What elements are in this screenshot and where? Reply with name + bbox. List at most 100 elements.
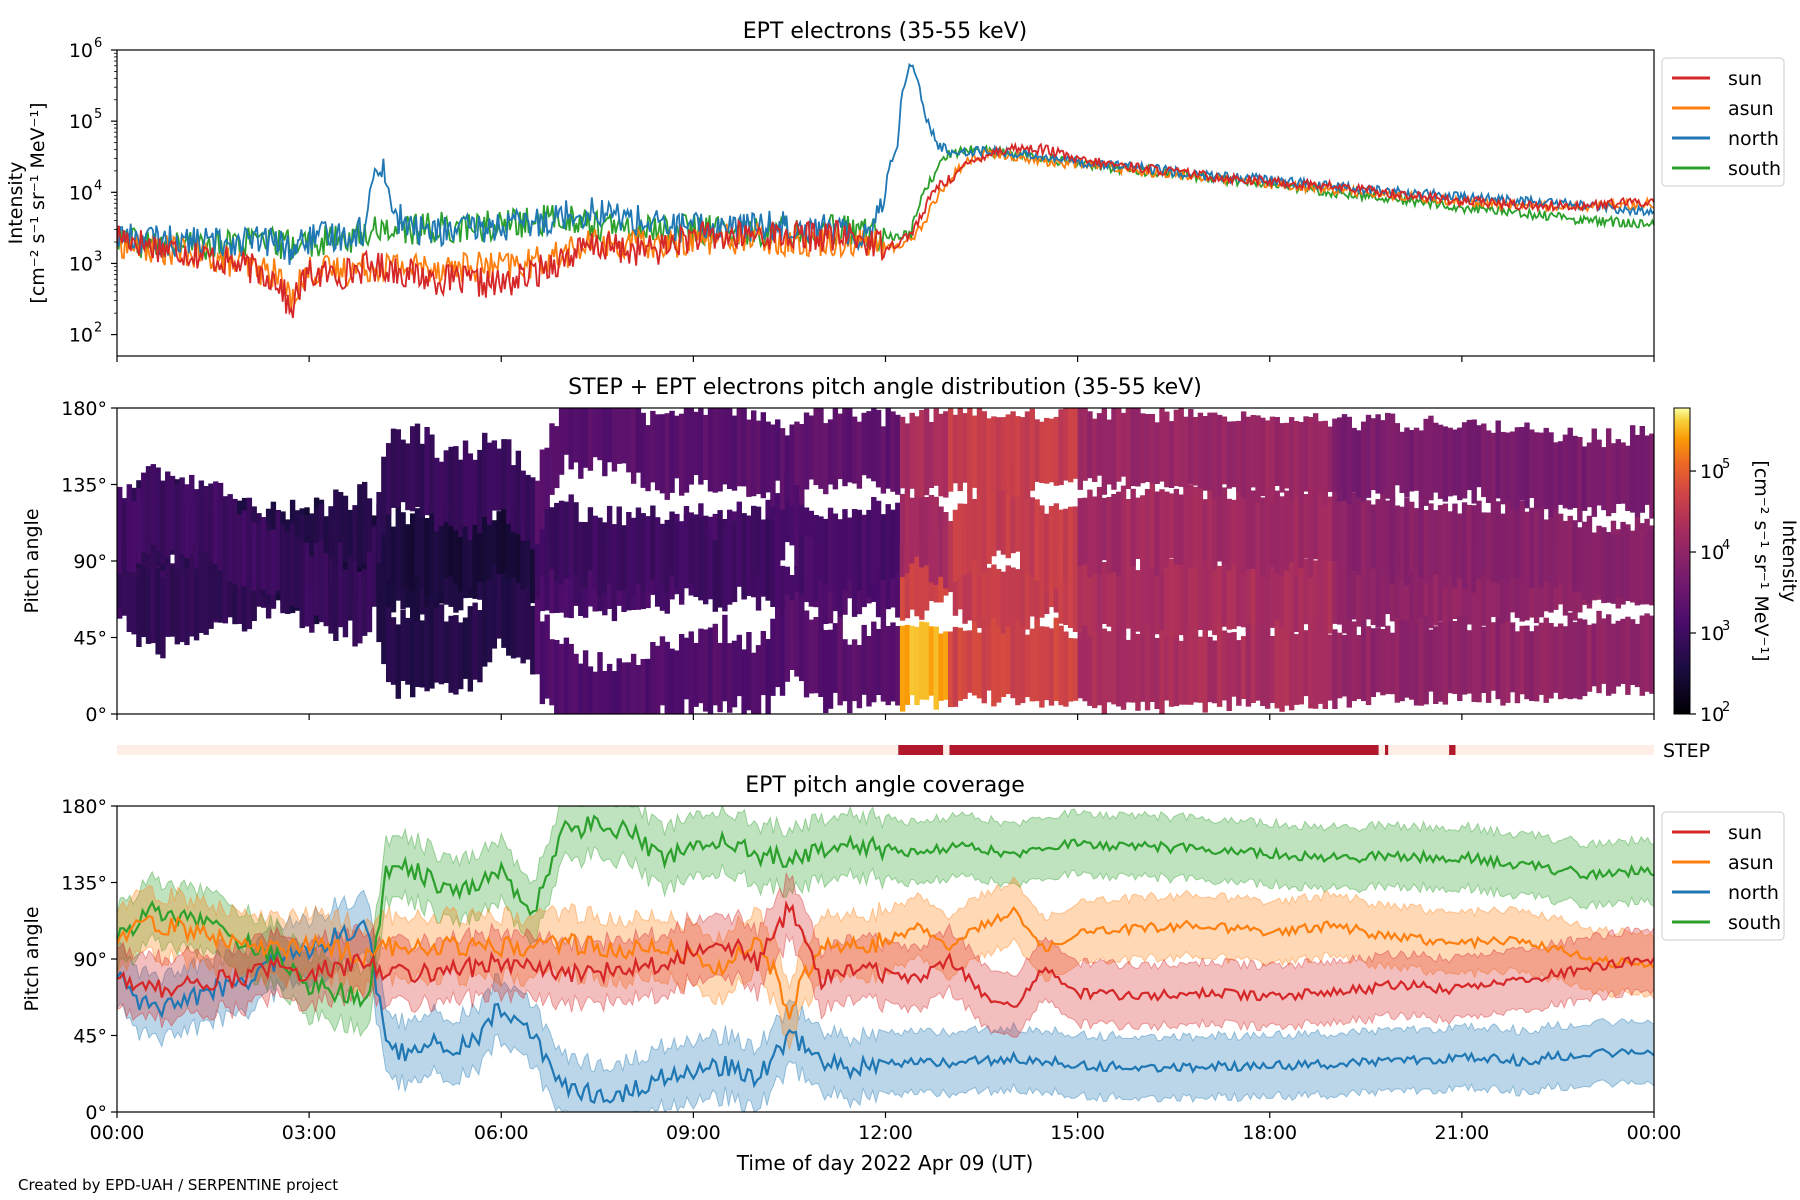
pad-cell-sun <box>1005 565 1011 644</box>
pad-cell-south <box>808 415 815 480</box>
pad-cell-south <box>1260 417 1266 497</box>
pad-cell-south <box>381 456 387 535</box>
pad-cell-asun <box>674 522 680 589</box>
pad-cell-sun <box>1164 555 1170 640</box>
pad-cell-north <box>1553 626 1559 693</box>
pad-cell-north <box>213 544 219 620</box>
pad-cell-asun <box>635 507 642 584</box>
pad-cell-north <box>117 541 123 608</box>
pad-cell-south <box>309 556 315 633</box>
pad-cell-south <box>1279 423 1285 493</box>
pad-cell-asun <box>582 522 589 589</box>
pad-cell-south <box>568 408 574 470</box>
pad-cell-south <box>991 416 997 492</box>
pad-cell-asun <box>842 509 848 591</box>
pad-cell-south <box>1437 424 1444 499</box>
pad-cell-south <box>1418 430 1425 498</box>
pad-cell-north <box>1240 636 1247 699</box>
pad-cell-south <box>1159 408 1165 482</box>
y-tick-label: 10 <box>69 111 93 133</box>
pad-cell-asun <box>1409 501 1415 572</box>
pad-cell-asun <box>1039 505 1045 587</box>
pad-cell-asun <box>419 512 425 588</box>
pad-cell-sun <box>779 498 786 561</box>
x-tick-label: 09:00 <box>666 1122 721 1144</box>
pad-cell-north <box>1380 629 1386 696</box>
pad-cell-north <box>1461 617 1468 695</box>
pad-cell-north <box>1250 626 1256 703</box>
pad-cell-sun <box>1125 559 1132 629</box>
pad-cell-south <box>1495 420 1501 499</box>
pad-cell-sun <box>1130 557 1136 642</box>
pad-cell-south <box>851 416 858 484</box>
pad-cell-asun <box>400 512 406 590</box>
pad-cell-sun <box>1423 553 1429 624</box>
pad-cell-north <box>1202 629 1208 713</box>
pad-cell-south <box>347 555 353 621</box>
pad-cell-south <box>184 484 190 558</box>
intensity-panel-title: EPT electrons (35-55 keV) <box>743 19 1028 44</box>
pad-cell-asun <box>1303 494 1309 559</box>
pad-cell-sun <box>818 549 824 632</box>
pad-cell-south <box>443 450 450 523</box>
pad-cell-asun <box>1077 498 1084 566</box>
coverage-band-asun <box>117 876 1654 1050</box>
pad-cell-south <box>1351 427 1357 493</box>
pad-cell-south <box>664 413 670 500</box>
pad-cell-south <box>486 442 493 525</box>
pad-cell-asun <box>971 499 978 561</box>
pad-cell-north <box>1634 623 1641 688</box>
pad-cell-south <box>1101 408 1108 495</box>
pad-cell-south <box>270 529 277 596</box>
pad-cell-north <box>717 642 723 713</box>
pad-cell-south <box>458 459 464 538</box>
pad-cell-asun <box>1236 486 1242 569</box>
pad-cell-south <box>1543 427 1549 510</box>
pad-cell-north <box>1423 616 1429 705</box>
pad-cell-sun <box>991 564 997 643</box>
pad-cell-asun <box>957 503 963 578</box>
pad-cell-north <box>438 604 445 685</box>
pad-cell-sun <box>851 536 858 617</box>
pad-cell-north <box>995 626 1002 703</box>
pad-cell-asun <box>597 517 603 597</box>
pad-cell-asun <box>1394 505 1401 575</box>
pad-cell-south <box>462 440 469 527</box>
pad-cell-south <box>578 408 584 479</box>
pad-cell-asun <box>775 536 781 617</box>
pad-cell-asun <box>1457 513 1463 579</box>
intensity-legend-frame <box>1661 57 1785 187</box>
pad-cell-north <box>1231 632 1237 697</box>
pad-cell-south <box>880 426 887 494</box>
pad-cell-asun <box>1577 527 1583 593</box>
pad-cell-sun <box>967 532 973 621</box>
pad-cell-sun <box>1140 552 1146 639</box>
pad-cell-south <box>198 480 205 553</box>
pad-cell-asun <box>799 535 805 619</box>
pad-cell-sun <box>1101 562 1108 624</box>
pad-cell-asun <box>885 504 891 589</box>
pad-cell-south <box>947 408 954 492</box>
pad-cell-sun <box>1481 551 1487 626</box>
pad-cell-north <box>919 621 925 700</box>
pad-cell-south <box>582 408 589 468</box>
y-tick-label: 180° <box>61 796 107 818</box>
pad-cell-asun <box>530 512 536 587</box>
pad-cell-asun <box>1553 508 1559 588</box>
pad-cell-asun <box>1629 533 1636 600</box>
step-segment <box>1449 745 1456 755</box>
pad-cell-north <box>727 643 733 713</box>
pad-cell-south <box>1505 432 1511 501</box>
pad-cell-sun <box>1437 552 1444 622</box>
pad-cell-north <box>1514 631 1521 704</box>
pad-cell-south <box>1130 408 1136 487</box>
pad-cell-asun <box>909 497 915 564</box>
pad-cell-north <box>1183 630 1189 705</box>
pad-cell-south <box>861 412 867 476</box>
pad-cell-south <box>1394 423 1401 486</box>
pad-cell-sun <box>1375 546 1381 628</box>
pad-cell-south <box>371 527 377 607</box>
pad-cell-north <box>467 606 474 692</box>
pad-cell-sun <box>1370 563 1377 626</box>
pad-cell-asun <box>967 490 973 573</box>
